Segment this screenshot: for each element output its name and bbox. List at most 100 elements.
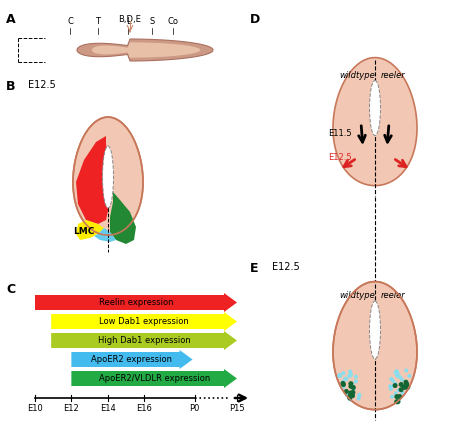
Circle shape xyxy=(395,373,399,377)
Circle shape xyxy=(403,380,409,385)
Circle shape xyxy=(341,385,345,389)
Circle shape xyxy=(403,385,407,389)
Polygon shape xyxy=(92,42,200,57)
Polygon shape xyxy=(110,192,136,244)
Text: S: S xyxy=(149,17,155,26)
Text: C: C xyxy=(6,283,15,296)
Polygon shape xyxy=(35,293,237,312)
Circle shape xyxy=(348,369,352,374)
Text: ApoER2/VLDLR expression: ApoER2/VLDLR expression xyxy=(99,374,210,383)
Circle shape xyxy=(343,377,347,381)
Text: ApoER2 expression: ApoER2 expression xyxy=(91,355,173,364)
Circle shape xyxy=(336,374,340,378)
Circle shape xyxy=(394,394,399,399)
Circle shape xyxy=(395,399,401,404)
Circle shape xyxy=(348,390,354,396)
Polygon shape xyxy=(76,136,110,224)
Circle shape xyxy=(348,392,353,397)
Text: E10: E10 xyxy=(27,404,43,413)
Circle shape xyxy=(389,387,393,391)
Polygon shape xyxy=(73,117,143,235)
Text: LMC: LMC xyxy=(73,227,95,236)
Circle shape xyxy=(341,380,345,384)
Circle shape xyxy=(347,374,351,378)
Circle shape xyxy=(350,390,356,395)
Circle shape xyxy=(395,369,399,373)
Circle shape xyxy=(348,391,353,395)
Circle shape xyxy=(341,385,346,389)
Text: High Dab1 expression: High Dab1 expression xyxy=(98,336,191,345)
Ellipse shape xyxy=(370,81,381,136)
Text: E11.5: E11.5 xyxy=(328,129,352,138)
Circle shape xyxy=(349,372,353,377)
Polygon shape xyxy=(72,369,237,388)
Circle shape xyxy=(348,374,353,378)
Circle shape xyxy=(348,381,354,386)
Circle shape xyxy=(352,387,356,391)
Circle shape xyxy=(389,377,393,381)
Text: E12.5: E12.5 xyxy=(272,262,300,272)
Text: E12.5: E12.5 xyxy=(28,80,56,90)
Circle shape xyxy=(404,381,409,387)
Circle shape xyxy=(397,394,402,399)
Circle shape xyxy=(401,390,404,395)
Circle shape xyxy=(348,384,354,389)
Polygon shape xyxy=(51,331,237,350)
Polygon shape xyxy=(51,312,237,331)
Text: reeler: reeler xyxy=(381,291,405,300)
Text: D: D xyxy=(250,13,260,26)
Circle shape xyxy=(404,384,409,390)
Circle shape xyxy=(345,393,349,397)
Text: B,D,E: B,D,E xyxy=(118,15,141,24)
Circle shape xyxy=(397,388,401,392)
Circle shape xyxy=(399,382,404,387)
Text: L: L xyxy=(126,17,130,26)
Circle shape xyxy=(391,379,395,383)
Circle shape xyxy=(390,395,394,399)
Circle shape xyxy=(341,371,346,375)
Circle shape xyxy=(357,393,361,397)
Circle shape xyxy=(338,374,342,378)
Circle shape xyxy=(357,394,361,398)
Ellipse shape xyxy=(370,301,381,359)
Text: E12: E12 xyxy=(64,404,79,413)
Text: Low Dab1 expression: Low Dab1 expression xyxy=(99,317,189,326)
Circle shape xyxy=(397,399,401,403)
Text: E12.5: E12.5 xyxy=(328,154,352,163)
Circle shape xyxy=(340,381,346,386)
Circle shape xyxy=(347,396,352,401)
Circle shape xyxy=(402,384,407,388)
Circle shape xyxy=(350,393,355,398)
Text: B: B xyxy=(6,80,16,93)
Text: E14: E14 xyxy=(100,404,116,413)
Circle shape xyxy=(392,384,395,388)
Text: A: A xyxy=(6,13,16,26)
Circle shape xyxy=(392,383,398,388)
Circle shape xyxy=(404,369,408,372)
Circle shape xyxy=(347,393,353,399)
Circle shape xyxy=(404,384,409,388)
Circle shape xyxy=(394,399,399,404)
Circle shape xyxy=(393,382,398,386)
Circle shape xyxy=(356,397,361,401)
Circle shape xyxy=(354,379,358,384)
Circle shape xyxy=(388,384,392,388)
Text: wildtype: wildtype xyxy=(339,72,375,81)
Circle shape xyxy=(338,373,342,377)
Circle shape xyxy=(402,385,407,390)
Circle shape xyxy=(402,384,407,390)
Text: P15: P15 xyxy=(229,404,245,413)
Ellipse shape xyxy=(102,146,113,208)
Text: C: C xyxy=(67,17,73,26)
Circle shape xyxy=(396,372,400,375)
Circle shape xyxy=(341,382,346,387)
Circle shape xyxy=(394,391,398,395)
Polygon shape xyxy=(333,57,417,186)
Text: wildtype: wildtype xyxy=(339,291,375,300)
Circle shape xyxy=(393,371,398,375)
Text: P0: P0 xyxy=(190,404,200,413)
Text: reeler: reeler xyxy=(381,72,405,81)
Polygon shape xyxy=(76,220,104,240)
Polygon shape xyxy=(72,350,192,369)
Text: Reelin expression: Reelin expression xyxy=(99,298,173,307)
